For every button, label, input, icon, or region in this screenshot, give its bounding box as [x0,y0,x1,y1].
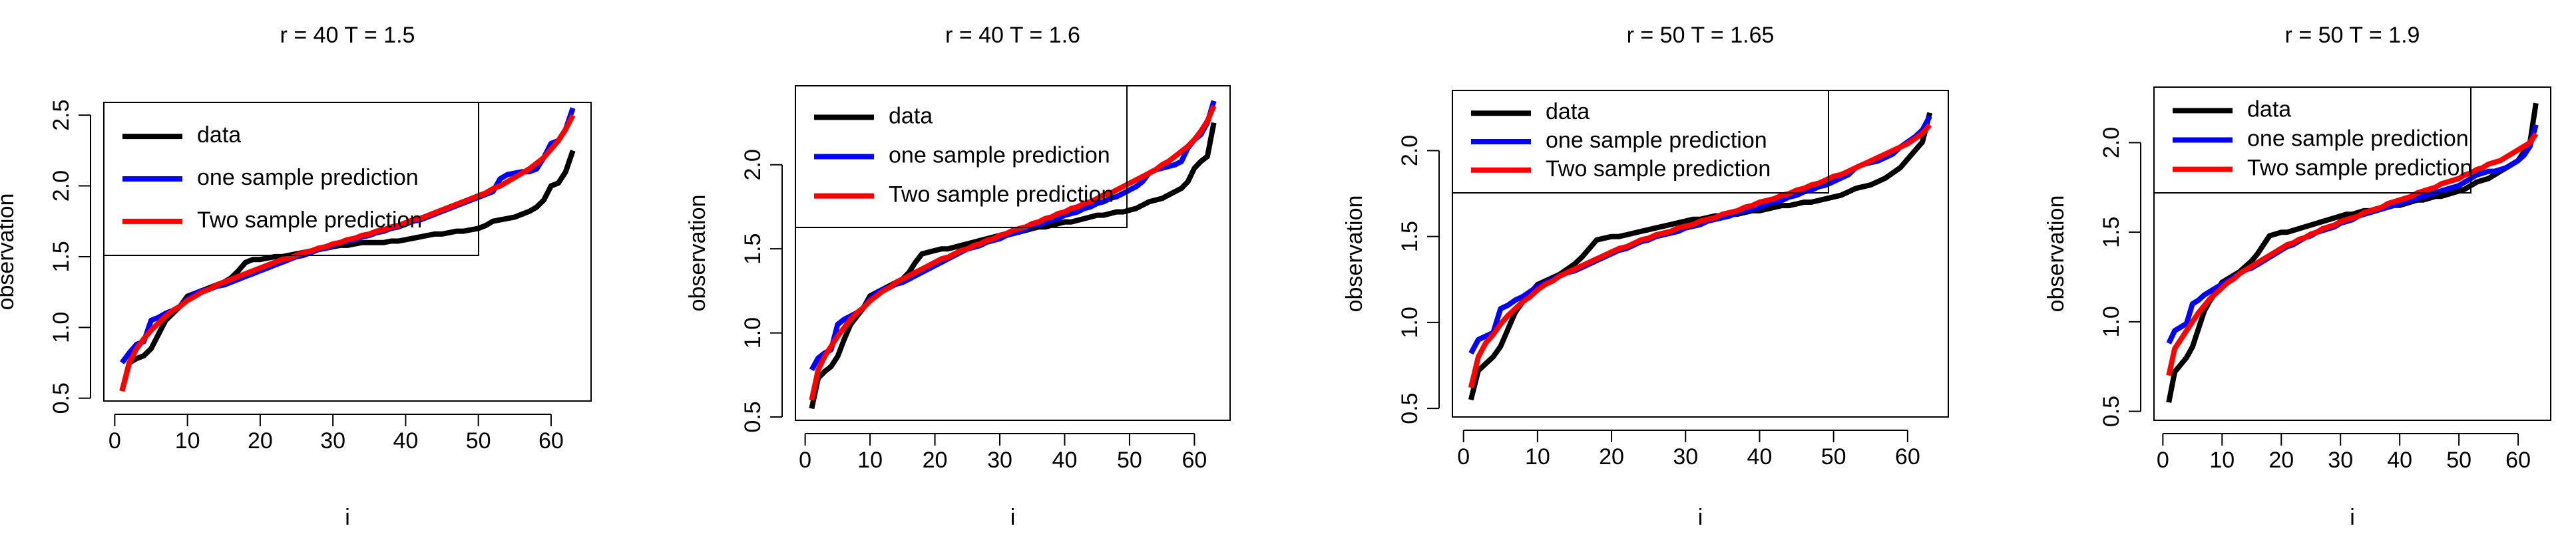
plot-frame [795,85,1231,421]
series-line [809,104,1217,401]
chart-title: r = 50 T = 1.65 [1627,23,1775,48]
y-tick-label: 2.0 [2099,127,2124,158]
x-axis-label: i [1698,505,1703,530]
y-tick-label: 2.5 [49,100,74,131]
y-tick-label: 1.5 [49,241,74,272]
y-axis-label: observation [685,195,710,312]
y-tick-label: 0.5 [49,382,74,414]
series-line [120,107,576,364]
x-tick-label: 20 [1599,444,1624,470]
y-tick-label: 0.5 [740,401,765,432]
y-axis-label: observation [1342,196,1367,313]
panel: r = 50 T = 1.65 i observation 0 10 20 30 40 50 60… [1342,23,1949,530]
x-tick-label: 20 [923,448,948,473]
legend-label: Two sample prediction [2247,156,2472,181]
legend-label: one sample prediction [197,165,419,190]
x-tick-label: 60 [538,428,564,454]
x-tick-label: 30 [987,448,1012,473]
y-tick-label: 2.0 [1397,135,1422,166]
x-tick-label: 50 [466,428,491,454]
x-tick-label: 60 [1895,444,1920,470]
y-tick-label: 0.5 [2099,396,2124,427]
y-tick-label: 1.0 [49,312,74,343]
series-line [809,100,1217,372]
legend-label: Two sample prediction [197,207,422,233]
y-axis-label: observation [2043,196,2069,313]
legend-label: Two sample prediction [1546,156,1771,182]
x-axis-label: i [2350,505,2355,530]
x-axis-label: i [1010,505,1016,530]
x-tick-label: 40 [1052,448,1078,473]
legend-label: data [1546,99,1590,124]
chart-title: r = 40 T = 1.6 [945,23,1080,48]
legend-label: one sample prediction [1546,128,1767,153]
y-axis-label: observation [0,194,19,311]
x-tick-label: 50 [1821,444,1846,470]
x-tick-label: 0 [2157,448,2169,473]
panel: r = 40 T = 1.6 i observation 0 10 20 30 40 50 60 0… [685,23,1231,530]
x-tick-label: 10 [1525,444,1550,470]
x-tick-label: 10 [2209,448,2235,473]
y-tick-label: 1.0 [1397,307,1422,338]
x-tick-label: 50 [1117,448,1142,473]
x-tick-label: 40 [393,428,418,454]
x-tick-label: 50 [2446,448,2471,473]
legend-label: data [197,122,241,148]
plot-frame [1452,90,1949,418]
y-tick-label: 1.5 [2099,217,2124,248]
y-tick-label: 0.5 [1397,392,1422,424]
x-tick-label: 60 [1181,448,1207,473]
y-tick-label: 1.5 [1397,221,1422,252]
chart-title: r = 40 T = 1.5 [280,23,415,48]
x-tick-label: 60 [2505,448,2531,473]
legend-label: Two sample prediction [889,182,1114,207]
panel: r = 50 T = 1.9 i observation 0 10 20 30 40 50 60 0… [2043,23,2551,530]
x-tick-label: 40 [1747,444,1773,470]
x-tick-label: 10 [857,448,883,473]
x-tick-label: 30 [2328,448,2353,473]
plot-frame [2153,86,2551,421]
y-tick-label: 2.0 [740,149,765,180]
legend-label: one sample prediction [2247,126,2469,151]
x-axis-label: i [345,505,350,530]
series-line [1468,123,1932,389]
x-tick-label: 0 [108,428,121,454]
legend-label: data [2247,96,2291,122]
y-tick-label: 1.5 [740,233,765,265]
x-tick-label: 40 [2387,448,2412,473]
y-tick-label: 1.0 [740,317,765,348]
y-tick-label: 2.0 [49,170,74,202]
chart-title: r = 50 T = 1.9 [2285,23,2420,48]
x-tick-label: 0 [799,448,811,473]
panel: r = 40 T = 1.5 i observation 0 10 20 30 40 50 60 0… [0,23,592,530]
series-line [2166,132,2539,376]
x-tick-label: 30 [1673,444,1698,470]
series-line [119,114,576,392]
legend-label: data [889,103,933,128]
x-tick-label: 20 [2268,448,2294,473]
x-tick-label: 10 [175,428,200,454]
legend-label: one sample prediction [889,142,1110,168]
x-tick-label: 30 [320,428,345,454]
plot-frame [103,102,592,402]
x-tick-label: 20 [248,428,273,454]
y-tick-label: 1.0 [2099,306,2124,337]
x-tick-label: 0 [1457,444,1470,470]
